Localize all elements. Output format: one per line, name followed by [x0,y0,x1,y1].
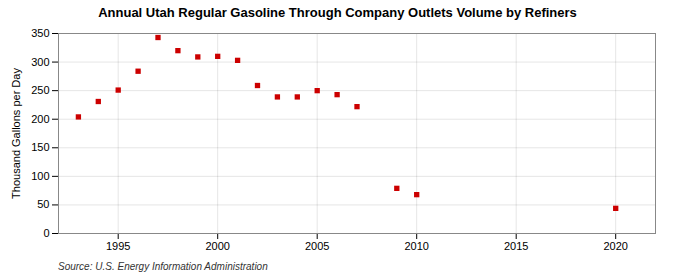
svg-text:300: 300 [31,56,49,68]
svg-text:Thousand Gallons per Day: Thousand Gallons per Day [10,68,22,199]
svg-text:2000: 2000 [205,240,229,252]
svg-text:50: 50 [37,198,49,210]
svg-text:2005: 2005 [305,240,329,252]
svg-text:0: 0 [43,227,49,239]
svg-text:2020: 2020 [603,240,627,252]
html-text:Annual Utah Regular Gasoline T: Annual Utah Regular Gasoline Through Com… [98,5,577,20]
svg-text:100: 100 [31,170,49,182]
svg-text:350: 350 [31,27,49,39]
svg-text:250: 250 [31,84,49,96]
svg-text:2015: 2015 [504,240,528,252]
svg-text:2010: 2010 [404,240,428,252]
html-text:Source: U.S. Energy Informatio: Source: U.S. Energy Information Administ… [58,261,268,272]
svg-text:1995: 1995 [106,240,130,252]
svg-text:150: 150 [31,141,49,153]
svg-text:200: 200 [31,113,49,125]
